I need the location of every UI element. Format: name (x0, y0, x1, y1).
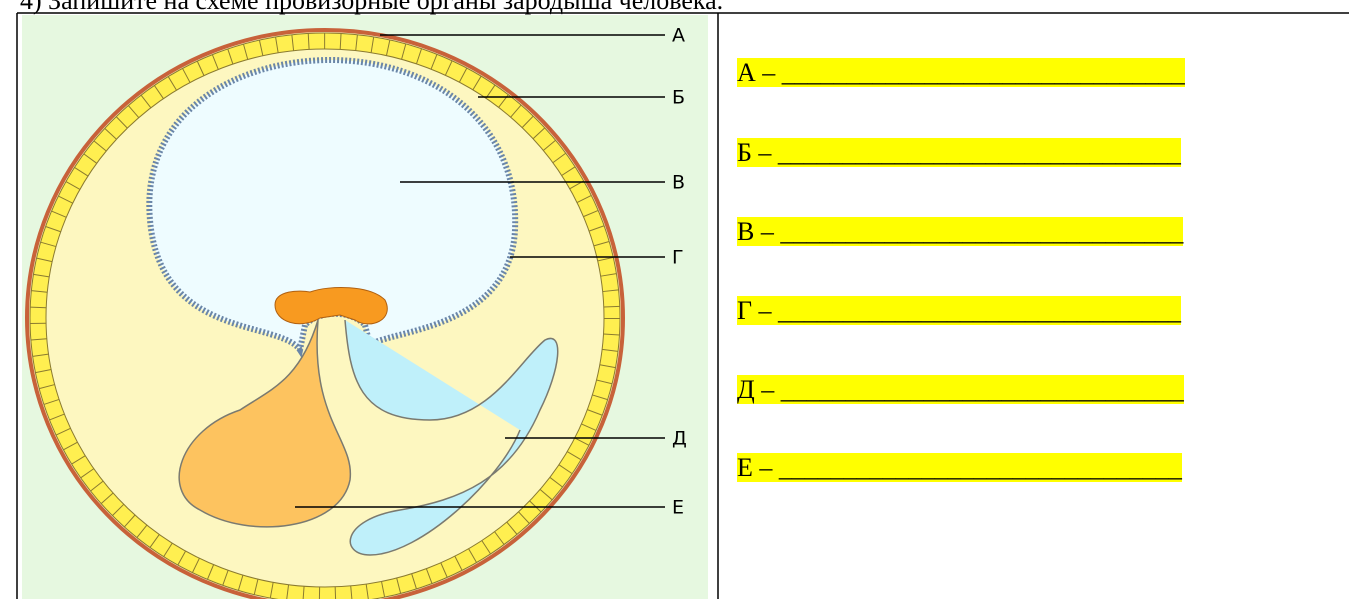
answer-line: Б – _______________________________ (737, 138, 1181, 168)
diagram-label: В (672, 172, 685, 194)
answer-text: Б – _______________________________ (737, 138, 1181, 167)
diagram-label: Г (672, 247, 684, 269)
answer-text: Г – _______________________________ (737, 296, 1181, 325)
answer-text: Е – _______________________________ (737, 453, 1182, 482)
diagram-label: Д (672, 428, 687, 450)
answer-text: В – _______________________________ (737, 217, 1183, 246)
diagram-label: А (672, 25, 685, 47)
answer-text: Д – _______________________________ (737, 375, 1184, 404)
answer-line: Е – _______________________________ (737, 453, 1182, 483)
answer-line: Г – _______________________________ (737, 296, 1181, 326)
diagram-label: Е (672, 497, 684, 519)
answer-text: А – _______________________________ (737, 58, 1185, 87)
answer-line: В – _______________________________ (737, 217, 1183, 247)
answer-line: Д – _______________________________ (737, 375, 1184, 405)
answer-line: А – _______________________________ (737, 58, 1185, 88)
page: 4) Запишите на схеме провизорные органы … (0, 0, 1349, 599)
diagram-label: Б (672, 87, 685, 109)
